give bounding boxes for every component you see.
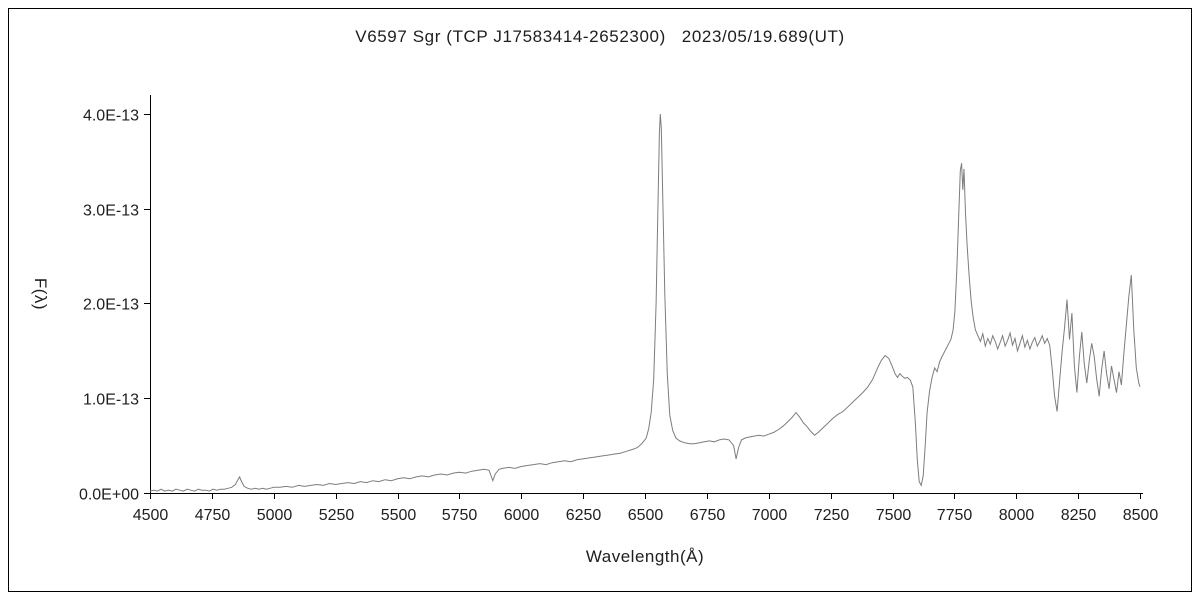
x-tick-label: 6250: [566, 507, 602, 524]
y-tick-label: 4.0E-13: [83, 108, 139, 125]
x-tick-label: 4750: [195, 507, 231, 524]
x-tick-label: 8000: [999, 507, 1035, 524]
x-tick-label: 5250: [319, 507, 355, 524]
x-tick-label: 6000: [504, 507, 540, 524]
y-tick-label: 2.0E-13: [83, 297, 139, 314]
x-axis-label: Wavelength(Å): [585, 547, 705, 566]
x-tick-label: 7500: [876, 507, 912, 524]
x-tick-label: 4500: [133, 507, 169, 524]
x-tick-label: 5750: [442, 507, 478, 524]
x-tick-label: 7000: [752, 507, 788, 524]
y-tick-label: 0.0E+00: [79, 487, 139, 504]
page-border: [8, 8, 1192, 592]
y-tick-label: 1.0E-13: [83, 392, 139, 409]
x-tick-label: 5000: [257, 507, 293, 524]
x-tick-label: 7250: [814, 507, 850, 524]
y-tick-label: 3.0E-13: [83, 203, 139, 220]
spectrum-line: [149, 113, 1141, 492]
x-tick-label: 5500: [381, 507, 417, 524]
x-tick-label: 7750: [937, 507, 973, 524]
x-tick-label: 6750: [690, 507, 726, 524]
x-tick-label: 8500: [1123, 507, 1159, 524]
x-tick-label: 6500: [628, 507, 664, 524]
x-tick-label: 8250: [1061, 507, 1097, 524]
chart-title: V6597 Sgr (TCP J17583414-2652300) 2023/0…: [355, 27, 845, 46]
